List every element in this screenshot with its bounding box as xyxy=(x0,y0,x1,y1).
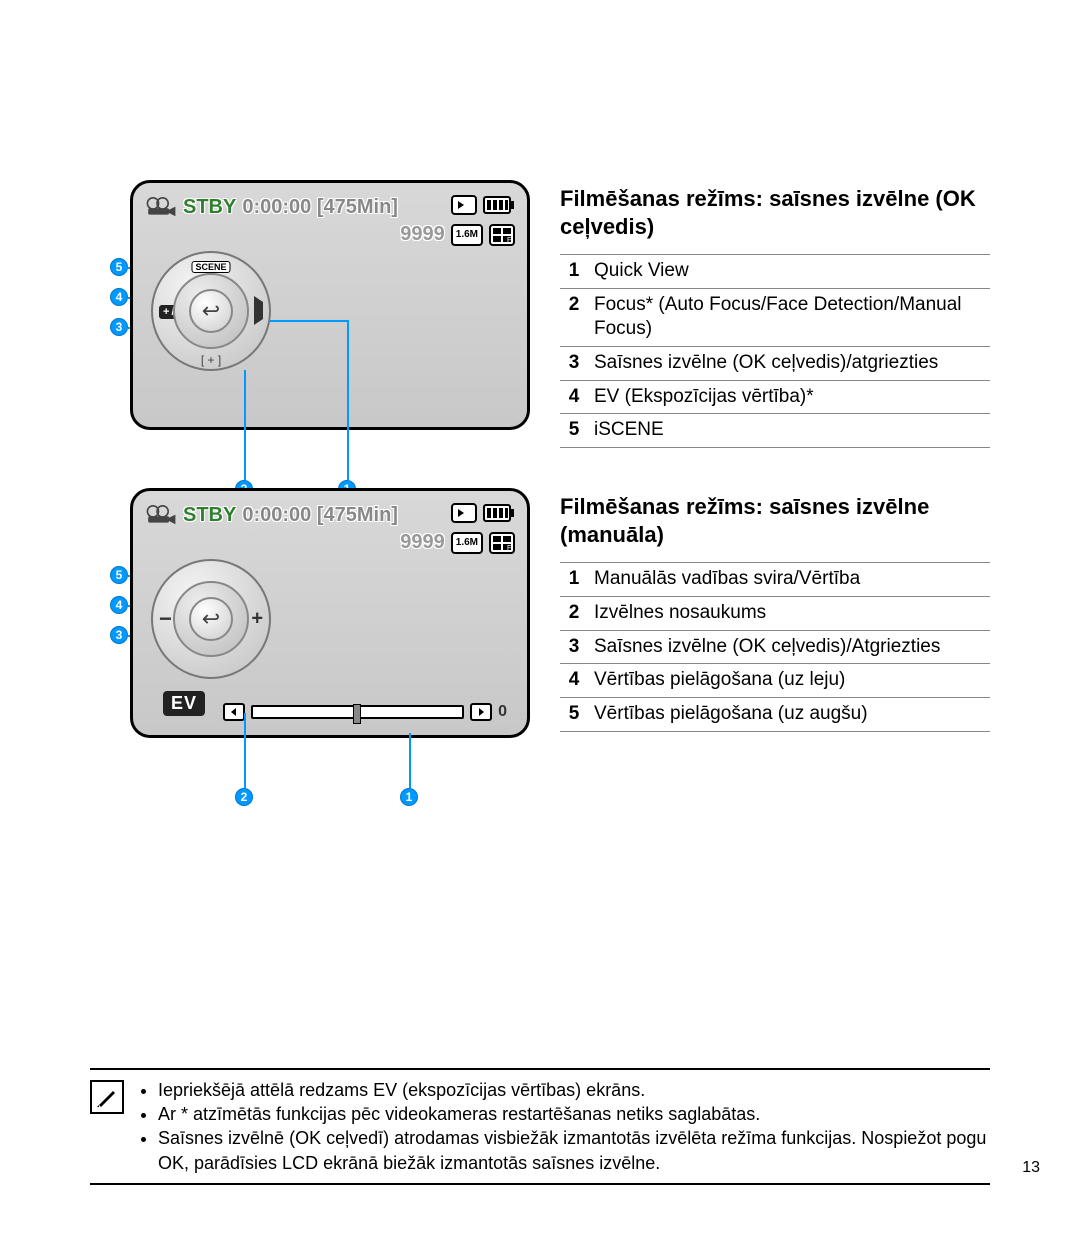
row-number: 3 xyxy=(560,347,588,381)
row-text: EV (Ekspozīcijas vērtība)* xyxy=(588,380,990,414)
resolution-badge-2: 1.6M xyxy=(451,532,483,554)
row-text: Quick View xyxy=(588,255,990,289)
callout-3: 3 xyxy=(110,318,128,336)
page-number: 13 xyxy=(1022,1159,1040,1177)
table-row: 1Quick View xyxy=(560,255,990,289)
status-bar: STBY 0:00:00 [475Min] xyxy=(145,193,515,222)
slider-left-button[interactable] xyxy=(223,703,245,721)
row-number: 1 xyxy=(560,255,588,289)
table-row: 5Vērtības pielāgošana (uz augšu) xyxy=(560,697,990,731)
section-ok-guide: 5 4 3 STBY 0:00:00 [475Min] xyxy=(110,180,990,448)
dpad[interactable]: SCENE +/− [ + ] ↩ xyxy=(151,251,271,371)
table-row: 3Saīsnes izvēlne (OK ceļvedis)/atgriezti… xyxy=(560,347,990,381)
table-row: 4EV (Ekspozīcijas vērtība)* xyxy=(560,380,990,414)
camcorder-icon xyxy=(145,501,177,530)
card-icon xyxy=(451,195,477,220)
dpad-left-minus[interactable]: − xyxy=(159,606,172,632)
callout-3-b: 3 xyxy=(110,626,128,644)
table-row: 3Saīsnes izvēlne (OK ceļvedis)/Atgriezti… xyxy=(560,630,990,664)
note-icon xyxy=(90,1080,124,1114)
row-text: Vērtības pielāgošana (uz leju) xyxy=(588,664,990,698)
row-number: 5 xyxy=(560,697,588,731)
row-text: Vērtības pielāgošana (uz augšu) xyxy=(588,697,990,731)
screen2-column: 5 4 3 STBY 0:00:00 [475Min] xyxy=(110,488,530,738)
grid-icon: F xyxy=(489,224,515,246)
shot-count: 9999 xyxy=(400,223,445,246)
row-text: Manuālās vadības svira/Vērtība xyxy=(588,563,990,597)
table2-column: Filmēšanas režīms: saīsnes izvēlne (manu… xyxy=(560,488,990,738)
note-item: Saīsnes izvēlnē (OK ceļvedī) atrodamas v… xyxy=(158,1126,990,1175)
row-number: 3 xyxy=(560,630,588,664)
camcorder-icon xyxy=(145,193,177,222)
callout-4-b: 4 xyxy=(110,596,128,614)
card-icon xyxy=(451,503,477,528)
reference-table-1: 1Quick View2Focus* (Auto Focus/Face Dete… xyxy=(560,254,990,448)
stby-label: STBY xyxy=(183,196,236,219)
row-number: 1 xyxy=(560,563,588,597)
footer-notes: Iepriekšējā attēlā redzams EV (ekspozīci… xyxy=(90,1068,990,1185)
notes-list: Iepriekšējā attēlā redzams EV (ekspozīci… xyxy=(138,1078,990,1175)
timer-label-2: 0:00:00 [475Min] xyxy=(242,504,398,527)
svg-text:F: F xyxy=(507,237,511,242)
screen1-column: 5 4 3 STBY 0:00:00 [475Min] xyxy=(110,180,530,448)
dpad-down-focus-icon[interactable]: [ + ] xyxy=(201,353,221,367)
table-row: 2Focus* (Auto Focus/Face Detection/Manua… xyxy=(560,288,990,346)
row-text: Saīsnes izvēlne (OK ceļvedis)/Atgrieztie… xyxy=(588,630,990,664)
table-row: 1Manuālās vadības svira/Vērtība xyxy=(560,563,990,597)
row-text: Focus* (Auto Focus/Face Detection/Manual… xyxy=(588,288,990,346)
page: 5 4 3 STBY 0:00:00 [475Min] xyxy=(0,0,1080,738)
row-number: 4 xyxy=(560,664,588,698)
slider-value: 0 xyxy=(498,703,507,721)
status-row-2: 9999 1.6M F xyxy=(400,223,515,246)
dpad-ok-button[interactable]: ↩ xyxy=(189,289,233,333)
row-number: 2 xyxy=(560,288,588,346)
callout-1-b: 1 xyxy=(400,788,418,806)
table-row: 2Izvēlnes nosaukums xyxy=(560,596,990,630)
ev-label: EV xyxy=(163,691,205,716)
section1-heading: Filmēšanas režīms: saīsnes izvēlne (OK c… xyxy=(560,185,990,240)
shot-count-2: 9999 xyxy=(400,531,445,554)
row-number: 5 xyxy=(560,414,588,448)
callout-5-b: 5 xyxy=(110,566,128,584)
svg-text:F: F xyxy=(507,545,511,550)
timer-label: 0:00:00 [475Min] xyxy=(242,196,398,219)
dpad-inner: ↩ xyxy=(173,273,249,349)
stby-label-2: STBY xyxy=(183,504,236,527)
slider-thumb[interactable] xyxy=(353,704,361,724)
table1-column: Filmēšanas režīms: saīsnes izvēlne (OK c… xyxy=(560,180,990,448)
row-number: 2 xyxy=(560,596,588,630)
dpad-2[interactable]: − + ↩ xyxy=(151,559,271,679)
callout-2-b: 2 xyxy=(235,788,253,806)
callout-5: 5 xyxy=(110,258,128,276)
note-item: Ar * atzīmētās funkcijas pēc videokamera… xyxy=(158,1102,990,1126)
battery-icon xyxy=(483,504,515,527)
status-bar-2: STBY 0:00:00 [475Min] xyxy=(145,501,515,530)
slider-track[interactable] xyxy=(251,705,464,719)
resolution-badge: 1.6M xyxy=(451,224,483,246)
dpad-inner-2: ↩ xyxy=(173,581,249,657)
camera-screen-1: STBY 0:00:00 [475Min] 9999 1.6M xyxy=(130,180,530,430)
status-row-2b: 9999 1.6M F xyxy=(400,531,515,554)
table-row: 5iSCENE xyxy=(560,414,990,448)
ev-slider[interactable]: 0 xyxy=(223,703,507,721)
section-manual: 5 4 3 STBY 0:00:00 [475Min] xyxy=(110,488,990,738)
grid-icon-2: F xyxy=(489,532,515,554)
battery-icon xyxy=(483,196,515,219)
dpad-right-plus[interactable]: + xyxy=(251,608,263,631)
row-text: Saīsnes izvēlne (OK ceļvedis)/atgrieztie… xyxy=(588,347,990,381)
dpad-ok-button-2[interactable]: ↩ xyxy=(189,597,233,641)
camera-screen-2: STBY 0:00:00 [475Min] 9999 1.6M xyxy=(130,488,530,738)
slider-right-button[interactable] xyxy=(470,703,492,721)
section2-heading: Filmēšanas režīms: saīsnes izvēlne (manu… xyxy=(560,493,990,548)
dpad-right-play-icon[interactable] xyxy=(254,302,263,320)
table-row: 4Vērtības pielāgošana (uz leju) xyxy=(560,664,990,698)
note-item: Iepriekšējā attēlā redzams EV (ekspozīci… xyxy=(158,1078,990,1102)
row-number: 4 xyxy=(560,380,588,414)
reference-table-2: 1Manuālās vadības svira/Vērtība2Izvēlnes… xyxy=(560,562,990,731)
row-text: iSCENE xyxy=(588,414,990,448)
row-text: Izvēlnes nosaukums xyxy=(588,596,990,630)
callout-4: 4 xyxy=(110,288,128,306)
